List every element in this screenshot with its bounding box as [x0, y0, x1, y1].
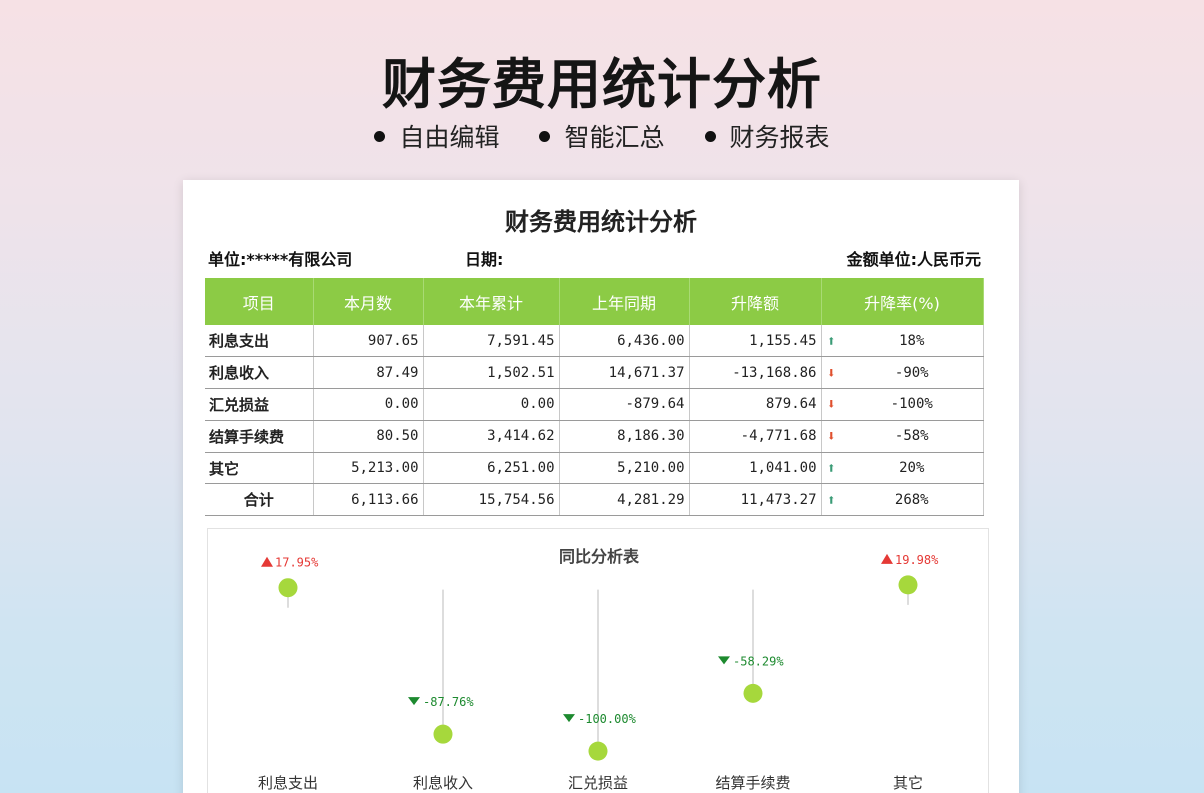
table-header-row: 项目 本月数 本年累计 上年同期 升降额 升降率(%) — [205, 278, 984, 325]
arrow-down-icon: ⬇ — [821, 388, 841, 421]
table-row: 利息收入 87.49 1,502.51 14,671.37 -13,168.86 ⬇ -90… — [205, 356, 984, 390]
data-point-marker — [278, 578, 298, 598]
feature-item: 财务报表 — [704, 118, 830, 154]
month-value-cell: 87.49 — [313, 356, 424, 390]
row-name-cell: 利息收入 — [205, 356, 314, 390]
expense-table: 项目 本月数 本年累计 上年同期 升降额 升降率(%) 利息支出 907.65 7,… — [205, 278, 984, 517]
month-value-cell: 5,213.00 — [313, 452, 424, 485]
chart-title: 同比分析表 — [558, 547, 639, 566]
chart-canvas: 17.95% 利息支出 -87.76% 利息收入 -100.00% 汇兑损益 -58.29%… — [258, 553, 939, 792]
row-name-cell: 利息支出 — [205, 325, 314, 358]
rate-value-cell: -100% — [841, 388, 984, 421]
table-row: 利息支出 907.65 7,591.45 6,436.00 1,155.45 ⬆ 18% — [205, 325, 984, 358]
column-header: 升降率(%) — [821, 278, 984, 325]
last-year-value-cell: 8,186.30 — [559, 420, 690, 453]
rate-value-cell: 20% — [841, 452, 984, 485]
feature-list: 自由编辑 智能汇总 财务报表 — [0, 118, 1204, 154]
last-year-value-cell: 5,210.00 — [559, 452, 690, 485]
data-point-marker — [743, 683, 763, 703]
triangle-down-icon — [408, 697, 420, 706]
column-header: 本年累计 — [423, 278, 560, 325]
ytd-value-cell: 1,502.51 — [423, 356, 560, 390]
ytd-value-cell: 6,251.00 — [423, 452, 560, 485]
column-header: 项目 — [205, 278, 314, 325]
rate-value-cell: -58% — [841, 420, 984, 453]
row-name-cell: 其它 — [205, 452, 314, 485]
diff-value-cell: 1,041.00 — [689, 452, 822, 485]
feature-label: 财务报表 — [729, 123, 830, 152]
ytd-value-cell: 3,414.62 — [423, 420, 560, 453]
arrow-up-icon: ⬆ — [821, 452, 841, 485]
arrow-up-icon: ⬆ — [821, 483, 841, 517]
month-value-cell: 907.65 — [313, 325, 424, 358]
company-unit-label: 单位:*****有限公司 — [208, 250, 353, 269]
table-row: 结算手续费 80.50 3,414.62 8,186.30 -4,771.68 ⬇ -58% — [205, 420, 984, 453]
spreadsheet-preview: 财务费用统计分析 单位:*****有限公司 日期: 金额单位:人民币元 项目 本… — [183, 180, 1019, 793]
triangle-down-icon — [563, 714, 575, 723]
month-value-cell: 6,113.66 — [313, 483, 424, 517]
sheet-title: 财务费用统计分析 — [505, 207, 697, 236]
rate-value-cell: 18% — [841, 325, 984, 358]
category-label: 利息收入 — [413, 774, 473, 792]
row-name-cell: 合计 — [205, 483, 314, 517]
diff-value-cell: -4,771.68 — [689, 420, 822, 453]
ytd-value-cell: 15,754.56 — [423, 483, 560, 517]
month-value-cell: 0.00 — [313, 388, 424, 421]
feature-label: 自由编辑 — [399, 123, 500, 152]
ytd-value-cell: 0.00 — [423, 388, 560, 421]
triangle-down-icon — [718, 656, 730, 665]
table-body: 利息支出 907.65 7,591.45 6,436.00 1,155.45 ⬆ 18% 利息… — [205, 325, 984, 517]
data-label: 17.95% — [275, 556, 319, 570]
diff-value-cell: 1,155.45 — [689, 325, 822, 358]
last-year-value-cell: 6,436.00 — [559, 325, 690, 358]
arrow-down-icon: ⬇ — [821, 356, 841, 390]
triangle-up-icon — [881, 553, 893, 564]
arrow-down-icon: ⬇ — [821, 420, 841, 453]
bullet-icon — [374, 130, 386, 142]
data-label: -58.29% — [733, 654, 784, 668]
category-label: 汇兑损益 — [568, 774, 628, 792]
diff-value-cell: 879.64 — [689, 388, 822, 421]
row-name-cell: 结算手续费 — [205, 420, 314, 453]
data-point-marker — [433, 724, 453, 744]
diff-value-cell: 11,473.27 — [689, 483, 822, 517]
data-label: -87.76% — [423, 695, 474, 709]
category-label: 利息支出 — [258, 774, 318, 792]
data-point-marker — [588, 741, 608, 761]
rate-value-cell: -90% — [841, 356, 984, 390]
category-label: 结算手续费 — [715, 774, 790, 792]
feature-item: 智能汇总 — [539, 118, 665, 154]
hero-title: 财务费用统计分析 — [382, 53, 822, 116]
triangle-up-icon — [261, 556, 273, 567]
column-header: 本月数 — [313, 278, 424, 325]
rate-value-cell: 268% — [841, 483, 984, 517]
last-year-value-cell: 4,281.29 — [559, 483, 690, 517]
diff-value-cell: -13,168.86 — [689, 356, 822, 390]
feature-label: 智能汇总 — [564, 123, 665, 152]
row-name-cell: 汇兑损益 — [205, 388, 314, 421]
column-header: 上年同期 — [559, 278, 690, 325]
date-label: 日期: — [465, 250, 504, 269]
category-label: 其它 — [893, 774, 923, 792]
feature-item: 自由编辑 — [374, 118, 499, 154]
table-row: 合计 6,113.66 15,754.56 4,281.29 11,473.27 ⬆ 268… — [205, 483, 984, 517]
column-header: 升降额 — [689, 278, 822, 325]
bullet-icon — [704, 130, 716, 142]
month-value-cell: 80.50 — [313, 420, 424, 453]
currency-unit-label: 金额单位:人民币元 — [846, 250, 981, 269]
data-point-marker — [898, 575, 918, 595]
comparison-chart: 同比分析表 17.95% 利息支出 -87.76% 利息收入 -100.00% 汇兑损益 -… — [207, 528, 989, 793]
data-label: -100.00% — [578, 712, 637, 726]
table-row: 其它 5,213.00 6,251.00 5,210.00 1,041.00 ⬆ 20% — [205, 452, 984, 485]
bullet-icon — [539, 130, 551, 142]
last-year-value-cell: 14,671.37 — [559, 356, 690, 390]
table-row: 汇兑损益 0.00 0.00 -879.64 879.64 ⬇ -100% — [205, 388, 984, 421]
arrow-up-icon: ⬆ — [821, 325, 841, 358]
data-label: 19.98% — [895, 553, 939, 567]
ytd-value-cell: 7,591.45 — [423, 325, 560, 358]
last-year-value-cell: -879.64 — [559, 388, 690, 421]
